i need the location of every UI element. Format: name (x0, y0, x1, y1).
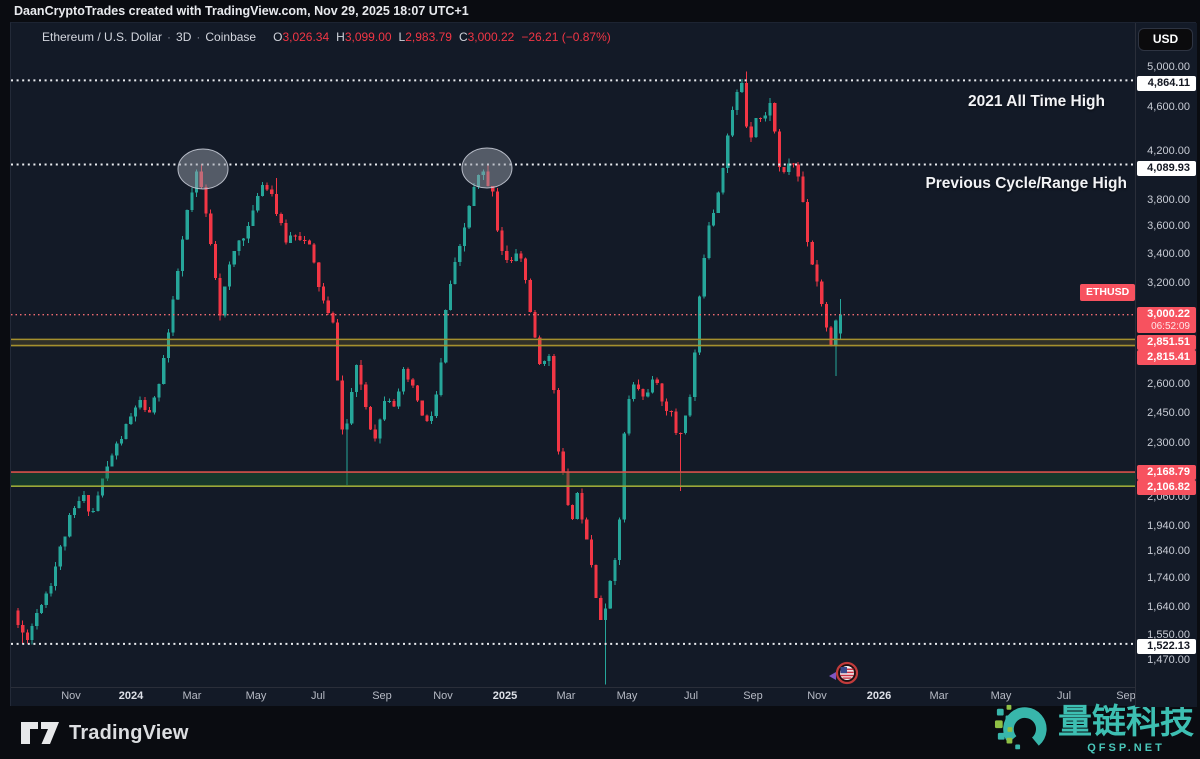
price-tick: 4,200.00 (1147, 145, 1190, 158)
time-tick: Nov (433, 690, 453, 702)
ohlc-value: 3,000.22 (467, 30, 515, 44)
attribution-bar: DaanCryptoTrades created with TradingVie… (0, 0, 1200, 22)
watermark-domain-text: QFSP.NET (1087, 742, 1165, 754)
time-tick: Nov (61, 690, 81, 702)
exchange-label: Coinbase (205, 30, 257, 44)
price-tick: 1,640.00 (1147, 601, 1190, 614)
legend-separator: · (196, 30, 201, 44)
watermark-cjk-text: 量链科技 (1058, 702, 1194, 742)
ohlc-value: 3,099.00 (344, 30, 392, 44)
change-value: −26.21 (−0.87%) (521, 30, 611, 44)
time-axis[interactable]: Nov 2024 Mar May Jul Sep Nov 2025 Mar May Jul Sep No… (11, 687, 1136, 707)
ohlc-key: H (336, 30, 345, 44)
annotation-previous-cycle-high: Previous Cycle/Range High (925, 175, 1127, 192)
price-tick: 3,200.00 (1147, 276, 1190, 289)
legend-separator: · (167, 30, 172, 44)
time-tick: Jul (310, 690, 326, 702)
bar-countdown: 06:52:09 (1151, 321, 1190, 333)
time-tick: Mar (929, 690, 949, 702)
price-level-label: 1,522.13 (1137, 638, 1196, 654)
price-tick: 5,000.00 (1147, 60, 1190, 73)
price-level-label: 2,106.82 (1137, 479, 1196, 495)
chart-panel: Ethereum / U.S. Dollar · 3D · Coinbase O3,026… (10, 22, 1197, 707)
price-tick: 2,450.00 (1147, 406, 1190, 419)
event-arrow-icon (829, 672, 836, 680)
price-tick: 2,300.00 (1147, 437, 1190, 450)
currency-toggle-button[interactable]: USD (1138, 28, 1193, 51)
footer-bar: TradingView 量链科技 QFSP.NET (0, 703, 1200, 759)
price-tick: 3,800.00 (1147, 193, 1190, 206)
time-tick: May (990, 690, 1012, 702)
tradingview-logo[interactable]: TradingView (20, 718, 189, 748)
time-tick: Sep (372, 690, 392, 702)
time-tick: 2024 (118, 690, 144, 702)
time-tick: Sep (743, 690, 763, 702)
price-tick: 1,470.00 (1147, 654, 1190, 667)
time-tick: May (245, 690, 267, 702)
time-tick: 2026 (866, 690, 892, 702)
time-tick: Jul (1056, 690, 1072, 702)
ohlc-value: 2,983.79 (405, 30, 452, 44)
interval-label[interactable]: 3D (176, 30, 192, 44)
ohlc-key: C (458, 30, 468, 44)
annotation-all-time-high: 2021 All Time High (968, 93, 1105, 110)
price-level-label: 4,864.11 (1137, 75, 1196, 91)
price-tick: 1,840.00 (1147, 545, 1190, 558)
price-axis[interactable]: USD 5,000.00 4,600.00 4,200.00 3,800.00 3,60… (1135, 23, 1197, 707)
us-economic-event-icon[interactable] (828, 659, 862, 685)
chart-legend[interactable]: Ethereum / U.S. Dollar · 3D · Coinbase O3,026… (42, 30, 611, 44)
ohlc-values: O3,026.34 H3,099.00 L2,983.79 C3,000.22 (266, 30, 514, 44)
symbol-title[interactable]: Ethereum / U.S. Dollar (42, 30, 163, 44)
watermark-logo-icon (994, 704, 1047, 751)
attribution-text: DaanCryptoTrades created with TradingVie… (14, 4, 469, 18)
time-tick: May (616, 690, 638, 702)
price-level-label: 4,089.93 (1137, 160, 1196, 176)
time-tick: Mar (182, 690, 202, 702)
price-tick: 1,550.00 (1147, 628, 1190, 641)
ohlc-key: O (273, 30, 283, 44)
price-level-label: 2,168.79 (1137, 464, 1196, 480)
time-tick: Sep (1116, 690, 1136, 702)
price-tick: 1,740.00 (1147, 572, 1190, 585)
current-price-value: 3,000.22 (1147, 308, 1190, 321)
time-tick: 2025 (492, 690, 518, 702)
tradingview-brand-text: TradingView (69, 721, 189, 744)
price-level-label: 2,851.51 (1137, 334, 1196, 350)
candlestick-chart[interactable] (11, 23, 1135, 687)
peak-circle-marker (461, 147, 513, 189)
peak-circle-marker (177, 148, 229, 190)
current-price-label: 3,000.22 06:52:09 (1137, 307, 1196, 334)
price-tick: 1,940.00 (1147, 519, 1190, 532)
tradingview-glyph-icon (21, 722, 59, 744)
time-tick: Nov (807, 690, 827, 702)
ohlc-key: L (398, 30, 406, 44)
time-tick: Mar (556, 690, 576, 702)
symbol-price-tag: ETHUSD (1080, 284, 1136, 301)
watermark: 量链科技 QFSP.NET (994, 703, 1194, 757)
price-tick: 3,400.00 (1147, 247, 1190, 260)
ohlc-value: 3,026.34 (282, 30, 330, 44)
price-tick: 2,600.00 (1147, 377, 1190, 390)
price-tick: 4,600.00 (1147, 100, 1190, 113)
price-level-label: 2,815.41 (1137, 349, 1196, 365)
time-tick: Jul (683, 690, 699, 702)
price-tick: 3,600.00 (1147, 219, 1190, 232)
